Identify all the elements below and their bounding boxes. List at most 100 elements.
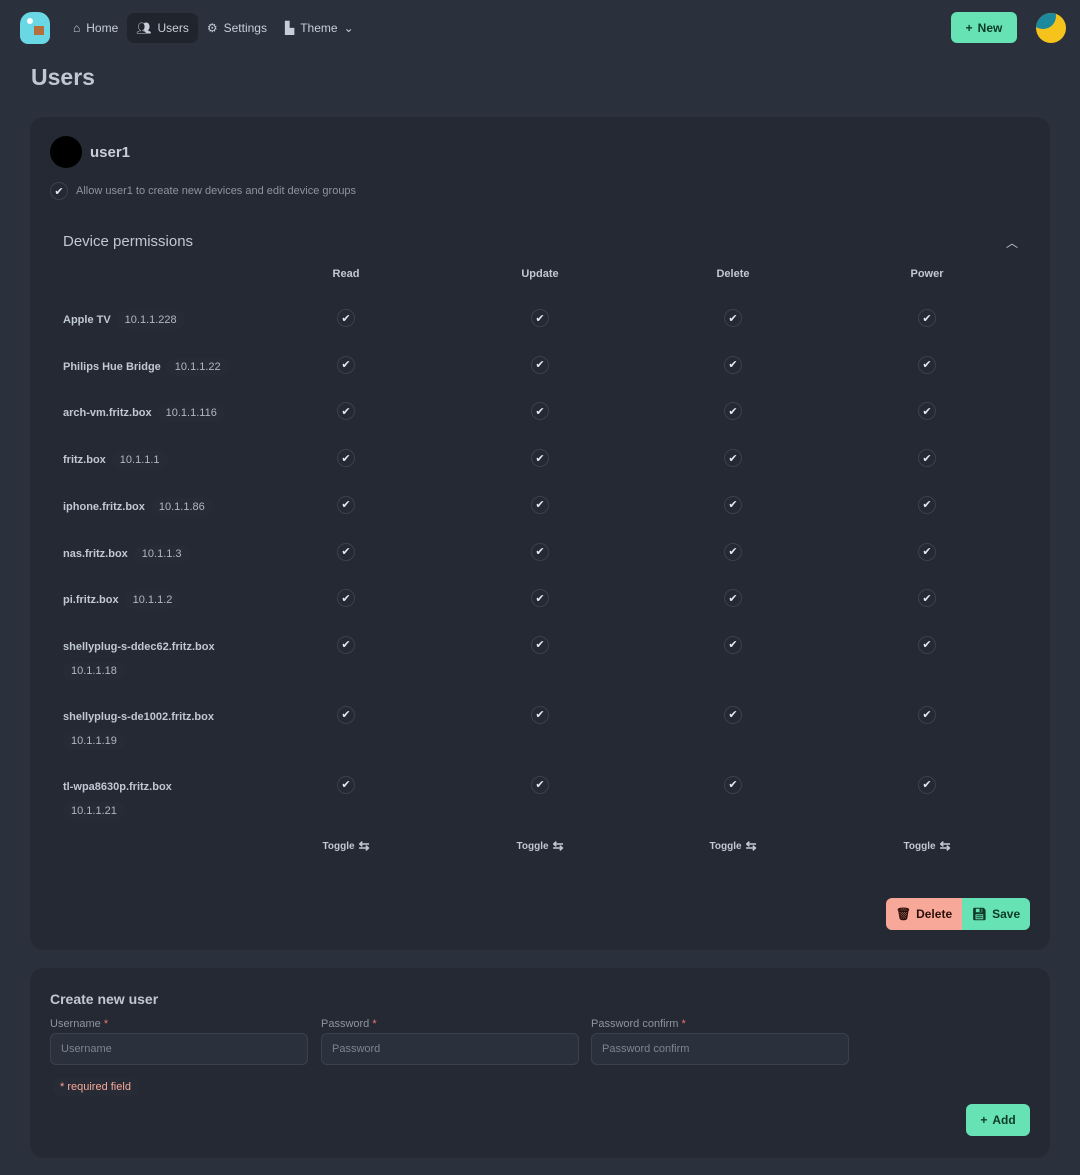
- permission-checkbox-read[interactable]: ✔: [337, 589, 355, 608]
- permission-checkbox-update[interactable]: ✔: [531, 495, 549, 514]
- device-name: pi.fritz.box: [63, 594, 119, 607]
- toggle-icon: ⇆: [358, 838, 370, 853]
- save-button[interactable]: 💾︎ Save: [962, 898, 1030, 930]
- home-icon: ⌂: [73, 21, 81, 35]
- permission-checkbox-power[interactable]: ✔: [918, 402, 936, 421]
- device-ip-badge: 10.1.1.2: [124, 591, 181, 610]
- save-label: Save: [992, 907, 1021, 921]
- permission-checkbox-power[interactable]: ✔: [918, 705, 936, 724]
- toggle-button-power[interactable]: Toggle ⇆: [904, 838, 951, 854]
- account-avatar[interactable]: [1036, 13, 1066, 43]
- permission-checkbox-power[interactable]: ✔: [918, 449, 936, 468]
- create-user-title: Create new user: [50, 991, 159, 1007]
- toggle-button-delete[interactable]: Toggle ⇆: [710, 838, 757, 854]
- chevron-down-icon: ⌄: [343, 21, 354, 35]
- permission-checkbox-read[interactable]: ✔: [337, 635, 355, 654]
- permission-checkbox-power[interactable]: ✔: [918, 775, 936, 794]
- delete-button[interactable]: 🗑︎ Delete: [886, 898, 962, 930]
- top-nav: ⌂ Home 👥︎ Users ⚙ Settings ▙ Theme ⌄ + New: [20, 10, 1072, 46]
- allow-create-checkbox[interactable]: ✔: [50, 182, 68, 200]
- toggle-button-read[interactable]: Toggle ⇆: [323, 838, 370, 854]
- permission-checkbox-power[interactable]: ✔: [918, 495, 936, 514]
- new-button-label: New: [977, 20, 1003, 35]
- table-row: nas.fritz.box 10.1.1.3 ✔ ✔ ✔ ✔: [63, 542, 1023, 563]
- password-input[interactable]: [321, 1033, 579, 1065]
- device-ip-badge: 10.1.1.228: [116, 311, 185, 329]
- table-row: arch-vm.fritz.box 10.1.1.116 ✔ ✔ ✔ ✔: [63, 402, 1023, 423]
- column-header-delete: Delete: [716, 268, 750, 280]
- delete-label: Delete: [916, 907, 953, 921]
- permission-checkbox-update[interactable]: ✔: [531, 542, 549, 561]
- table-row: Philips Hue Bridge 10.1.1.22 ✔ ✔ ✔ ✔: [63, 355, 1023, 376]
- table-row: iphone.fritz.box 10.1.1.86 ✔ ✔ ✔ ✔: [63, 495, 1023, 516]
- chevron-up-icon[interactable]: ︿: [1005, 236, 1018, 250]
- permission-checkbox-delete[interactable]: ✔: [724, 775, 742, 794]
- permission-checkbox-delete[interactable]: ✔: [724, 495, 742, 514]
- permission-checkbox-read[interactable]: ✔: [337, 355, 355, 374]
- permission-checkbox-delete[interactable]: ✔: [724, 355, 742, 374]
- device-name: iphone.fritz.box: [63, 500, 145, 513]
- permission-checkbox-delete[interactable]: ✔: [724, 309, 742, 327]
- password-confirm-input[interactable]: [591, 1033, 849, 1065]
- permission-checkbox-update[interactable]: ✔: [531, 355, 549, 374]
- nav-settings-label: Settings: [223, 21, 267, 35]
- permission-checkbox-power[interactable]: ✔: [918, 355, 936, 374]
- toggle-icon: ⇆: [939, 838, 951, 853]
- table-row: fritz.box 10.1.1.1 ✔ ✔ ✔ ✔: [63, 449, 1023, 470]
- permission-checkbox-delete[interactable]: ✔: [724, 635, 742, 654]
- permission-checkbox-delete[interactable]: ✔: [724, 542, 742, 561]
- permission-checkbox-update[interactable]: ✔: [531, 589, 549, 608]
- nav-settings[interactable]: ⚙ Settings: [198, 13, 276, 43]
- nav-home-label: Home: [86, 21, 119, 35]
- device-ip-badge: 10.1.1.19: [63, 731, 125, 750]
- app-logo[interactable]: [20, 12, 50, 44]
- gear-icon: ⚙: [206, 21, 218, 35]
- nav-home[interactable]: ⌂ Home: [64, 13, 127, 43]
- page-title: Users: [31, 64, 95, 90]
- permission-checkbox-read[interactable]: ✔: [337, 449, 355, 468]
- username-input[interactable]: [50, 1033, 308, 1065]
- permission-checkbox-update[interactable]: ✔: [531, 309, 549, 327]
- permission-checkbox-delete[interactable]: ✔: [724, 705, 742, 724]
- permission-checkbox-update[interactable]: ✔: [531, 705, 549, 724]
- permission-checkbox-read[interactable]: ✔: [337, 309, 355, 327]
- device-ip-badge: 10.1.1.21: [63, 801, 125, 820]
- device-name: shellyplug-s-de1002.fritz.box: [63, 710, 214, 723]
- table-row: shellyplug-s-de1002.fritz.box 10.1.1.19 ✔ ✔…: [63, 705, 1023, 750]
- toggle-label: Toggle: [903, 840, 936, 852]
- table-row: shellyplug-s-ddec62.fritz.box 10.1.1.18 ✔ ✔…: [63, 635, 1023, 680]
- toggle-button-update[interactable]: Toggle ⇆: [517, 838, 564, 854]
- permission-checkbox-read[interactable]: ✔: [337, 495, 355, 514]
- permission-checkbox-update[interactable]: ✔: [531, 775, 549, 794]
- permission-checkbox-read[interactable]: ✔: [337, 542, 355, 561]
- palette-icon: ▙: [284, 21, 295, 35]
- permission-checkbox-update[interactable]: ✔: [531, 449, 549, 468]
- username-label: Username: [50, 1018, 101, 1030]
- permission-checkbox-read[interactable]: ✔: [337, 402, 355, 421]
- permission-checkbox-delete[interactable]: ✔: [724, 402, 742, 421]
- device-name: arch-vm.fritz.box: [63, 407, 152, 420]
- required-note: * required field: [52, 1078, 139, 1096]
- new-button[interactable]: + New: [951, 12, 1017, 43]
- permission-checkbox-read[interactable]: ✔: [337, 775, 355, 794]
- plus-icon: +: [965, 20, 973, 35]
- permission-checkbox-delete[interactable]: ✔: [724, 449, 742, 468]
- permission-checkbox-update[interactable]: ✔: [531, 635, 549, 654]
- password-confirm-label: Password confirm: [591, 1018, 679, 1030]
- permission-checkbox-read[interactable]: ✔: [337, 705, 355, 724]
- permission-checkbox-power[interactable]: ✔: [918, 589, 936, 608]
- password-label: Password: [321, 1018, 370, 1030]
- add-user-button[interactable]: + Add: [966, 1104, 1030, 1136]
- permission-checkbox-delete[interactable]: ✔: [724, 589, 742, 608]
- nav-users-label: Users: [157, 21, 189, 35]
- nav-theme[interactable]: ▙ Theme ⌄: [276, 13, 363, 43]
- permission-checkbox-power[interactable]: ✔: [918, 542, 936, 561]
- permission-checkbox-power[interactable]: ✔: [918, 309, 936, 327]
- permission-checkbox-power[interactable]: ✔: [918, 635, 936, 654]
- nav-theme-label: Theme: [300, 21, 338, 35]
- device-name: shellyplug-s-ddec62.fritz.box: [63, 640, 215, 653]
- permission-checkbox-update[interactable]: ✔: [531, 402, 549, 421]
- user-card: user1 ✔ Allow user1 to create new devices…: [30, 117, 1050, 950]
- toggle-icon: ⇆: [552, 838, 564, 853]
- nav-users[interactable]: 👥︎ Users: [127, 13, 198, 43]
